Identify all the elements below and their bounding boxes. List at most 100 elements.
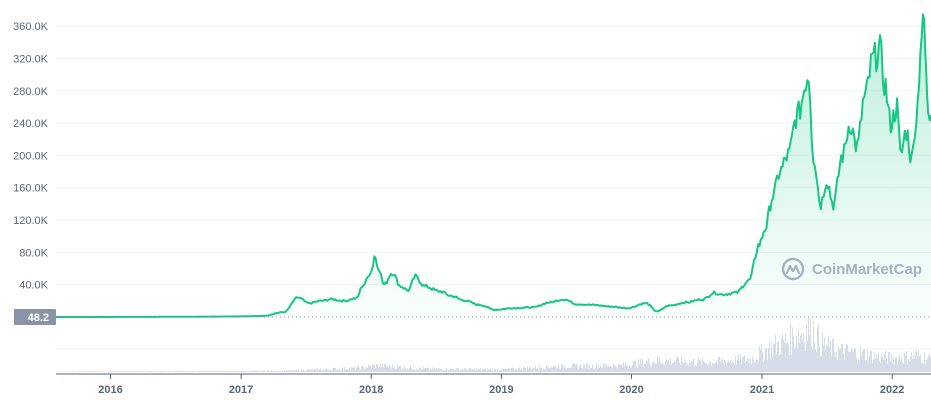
x-axis: 2016 2017 2018 2019 2020 2021 2022 bbox=[56, 373, 931, 396]
volume-bar bbox=[102, 371, 103, 372]
volume-bar bbox=[811, 346, 812, 372]
volume-bar bbox=[217, 370, 218, 372]
volume-bar bbox=[461, 369, 462, 372]
volume-bar bbox=[350, 369, 351, 372]
volume-bar bbox=[891, 353, 892, 372]
volume-bar bbox=[174, 371, 175, 372]
volume-bar bbox=[108, 371, 109, 372]
volume-bar bbox=[893, 356, 894, 372]
volume-bar bbox=[181, 370, 182, 372]
volume-bar bbox=[255, 370, 256, 372]
volume-bar bbox=[821, 356, 822, 372]
volume-bar bbox=[198, 371, 199, 372]
volume-bar bbox=[912, 358, 913, 372]
volume-bar bbox=[341, 370, 342, 372]
volume-bar bbox=[296, 369, 297, 372]
volume-bar bbox=[711, 365, 712, 372]
volume-bar bbox=[876, 354, 877, 372]
volume-bar bbox=[778, 341, 779, 372]
volume-bar bbox=[629, 364, 630, 372]
volume-bar bbox=[793, 336, 794, 372]
volume-bar bbox=[559, 368, 560, 372]
volume-bar bbox=[430, 368, 431, 372]
volume-bar bbox=[828, 335, 829, 372]
volume-bar bbox=[85, 371, 86, 372]
volume-bar bbox=[340, 370, 341, 372]
volume-bar bbox=[384, 363, 385, 372]
volume-bar bbox=[858, 359, 859, 372]
volume-bar bbox=[520, 369, 521, 372]
volume-bar bbox=[717, 363, 718, 372]
volume-bar bbox=[923, 363, 924, 372]
volume-bar bbox=[637, 367, 638, 372]
volume-bar bbox=[228, 370, 229, 372]
volume-bar bbox=[509, 368, 510, 372]
volume-bar bbox=[518, 367, 519, 372]
volume-bar bbox=[288, 370, 289, 372]
volume-bar bbox=[612, 368, 613, 372]
volume-bar bbox=[922, 363, 923, 372]
volume-bar bbox=[326, 368, 327, 372]
volume-bar bbox=[693, 358, 694, 372]
volume-bar bbox=[822, 332, 823, 372]
volume-bar bbox=[691, 361, 692, 372]
volume-bar bbox=[723, 363, 724, 372]
volume-bar bbox=[307, 369, 308, 372]
volume-bar bbox=[510, 368, 511, 372]
volume-bar bbox=[448, 370, 449, 372]
volume-bar bbox=[790, 322, 791, 372]
volume-bar bbox=[271, 370, 272, 372]
volume-bar bbox=[572, 363, 573, 372]
volume-bar bbox=[826, 346, 827, 372]
volume-bar bbox=[84, 371, 85, 372]
volume-bar bbox=[766, 348, 767, 372]
volume-bar bbox=[539, 365, 540, 372]
volume-bar bbox=[273, 370, 274, 372]
volume-bar bbox=[610, 365, 611, 372]
volume-bar bbox=[267, 370, 268, 372]
volume-bar bbox=[204, 370, 205, 372]
volume-bar bbox=[338, 369, 339, 372]
volume-bar bbox=[216, 371, 217, 372]
volume-bar bbox=[333, 368, 334, 372]
volume-bar bbox=[195, 371, 196, 372]
volume-bar bbox=[447, 370, 448, 372]
volume-bar bbox=[674, 361, 675, 372]
volume-bar bbox=[706, 363, 707, 372]
x-tick-label: 2019 bbox=[489, 384, 513, 396]
volume-bar bbox=[579, 366, 580, 372]
volume-bar bbox=[786, 343, 787, 372]
volume-bar bbox=[161, 371, 162, 372]
volume-bar bbox=[655, 363, 656, 372]
volume-bar bbox=[109, 371, 110, 372]
volume-layer bbox=[56, 318, 931, 372]
volume-bar bbox=[779, 355, 780, 372]
volume-bar bbox=[480, 368, 481, 372]
volume-bar bbox=[628, 367, 629, 372]
volume-bar bbox=[259, 370, 260, 372]
volume-bar bbox=[874, 351, 875, 372]
volume-bar bbox=[683, 362, 684, 372]
volume-bar bbox=[577, 364, 578, 372]
volume-bar bbox=[283, 371, 284, 372]
volume-bar bbox=[548, 367, 549, 372]
volume-bar bbox=[707, 365, 708, 372]
volume-bar bbox=[514, 369, 515, 372]
volume-bar bbox=[484, 368, 485, 372]
volume-bar bbox=[187, 371, 188, 372]
volume-bar bbox=[605, 366, 606, 372]
volume-bar bbox=[503, 369, 504, 372]
volume-bar bbox=[292, 370, 293, 372]
volume-bar bbox=[463, 370, 464, 372]
volume-bar bbox=[905, 355, 906, 372]
volume-bar bbox=[671, 365, 672, 372]
volume-bar bbox=[450, 368, 451, 372]
volume-bar bbox=[475, 370, 476, 372]
volume-bar bbox=[712, 363, 713, 372]
volume-bar bbox=[812, 349, 813, 372]
volume-bar bbox=[377, 363, 378, 372]
volume-bar bbox=[676, 357, 677, 372]
volume-bar bbox=[381, 367, 382, 372]
volume-bar bbox=[348, 370, 349, 372]
volume-bar bbox=[660, 361, 661, 372]
